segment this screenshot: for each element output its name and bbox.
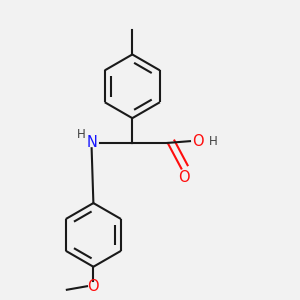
Text: O: O [192,134,204,149]
Text: O: O [88,279,99,294]
Text: N: N [86,135,97,150]
Text: O: O [178,170,189,185]
Text: H: H [209,135,218,148]
Text: H: H [76,128,85,141]
